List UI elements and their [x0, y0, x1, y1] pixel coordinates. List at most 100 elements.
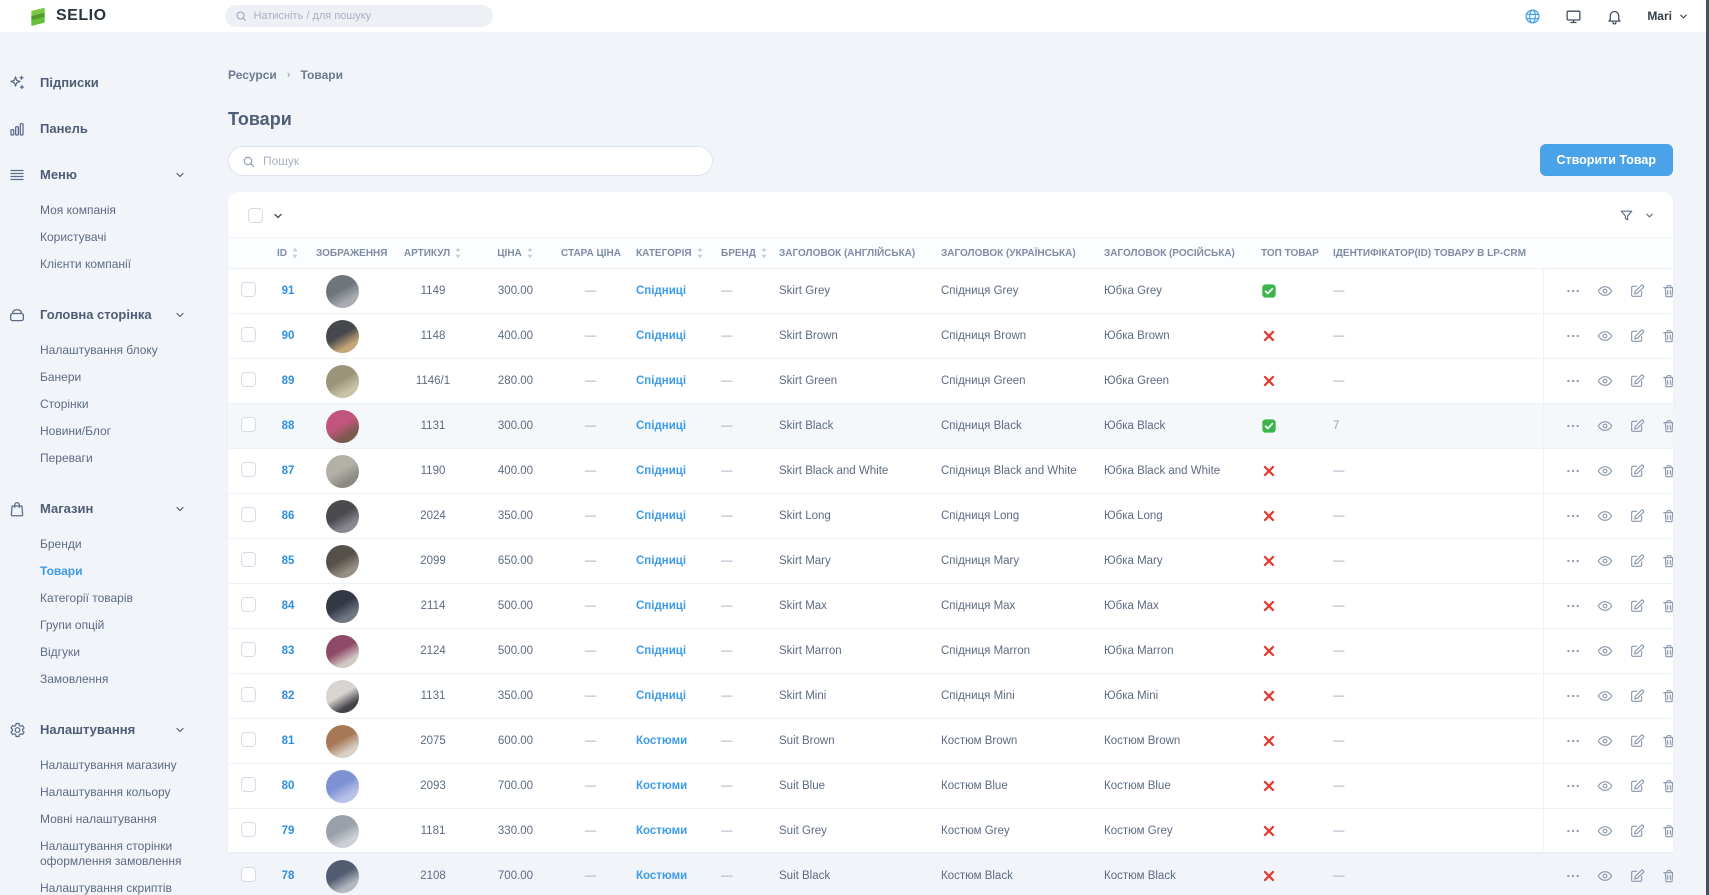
- sidebar-item-child[interactable]: Налаштування блоку: [40, 343, 158, 357]
- product-id-link[interactable]: 83: [281, 645, 295, 657]
- sidebar-section-head[interactable]: Головна сторінка: [8, 306, 200, 324]
- more-actions-icon[interactable]: [1565, 328, 1581, 344]
- product-id-link[interactable]: 88: [281, 420, 295, 432]
- sidebar-item-child[interactable]: Налаштування кольору: [40, 785, 171, 799]
- edit-pencil-icon[interactable]: [1629, 823, 1645, 839]
- product-image[interactable]: [326, 634, 359, 668]
- product-id-link[interactable]: 81: [281, 735, 295, 747]
- sidebar-item-child[interactable]: Налаштування сторінки оформлення замовле…: [40, 839, 182, 868]
- column-header[interactable]: АРТИКУЛ: [388, 237, 478, 269]
- product-image[interactable]: [326, 454, 359, 488]
- column-header[interactable]: БРЕНД: [713, 237, 771, 269]
- delete-trash-icon[interactable]: [1661, 373, 1673, 389]
- monitor-icon[interactable]: [1565, 8, 1582, 25]
- sidebar-item-child[interactable]: Бренди: [40, 537, 82, 551]
- create-product-button[interactable]: Створити Товар: [1539, 144, 1673, 176]
- more-actions-icon[interactable]: [1565, 643, 1581, 659]
- product-id-link[interactable]: 87: [281, 465, 295, 477]
- sidebar-item-child[interactable]: Відгуки: [40, 645, 81, 659]
- sidebar-item-child[interactable]: Мовні налаштування: [40, 812, 157, 826]
- product-image[interactable]: [326, 859, 359, 893]
- row-checkbox[interactable]: [240, 642, 256, 657]
- delete-trash-icon[interactable]: [1661, 598, 1673, 614]
- edit-pencil-icon[interactable]: [1629, 508, 1645, 524]
- sidebar-item-child[interactable]: Банери: [40, 370, 82, 384]
- row-checkbox[interactable]: [240, 777, 256, 792]
- product-id-link[interactable]: 80: [281, 780, 295, 792]
- sidebar-section-head[interactable]: Магазин: [8, 500, 200, 518]
- sidebar-item-child[interactable]: Групи опцій: [40, 618, 105, 632]
- sidebar-item-child[interactable]: Категорії товарів: [40, 591, 133, 605]
- row-checkbox[interactable]: [240, 417, 256, 432]
- product-image[interactable]: [326, 769, 359, 803]
- more-actions-icon[interactable]: [1565, 823, 1581, 839]
- chevron-down-icon[interactable]: [1644, 210, 1655, 221]
- sidebar-item-child[interactable]: Переваги: [40, 451, 93, 465]
- chevron-down-icon[interactable]: [272, 210, 284, 222]
- view-eye-icon[interactable]: [1597, 508, 1613, 524]
- app-logo[interactable]: SELIO: [28, 6, 107, 26]
- category-link[interactable]: Спідниці: [636, 420, 687, 432]
- more-actions-icon[interactable]: [1565, 733, 1581, 749]
- product-id-link[interactable]: 89: [281, 375, 295, 387]
- delete-trash-icon[interactable]: [1661, 328, 1673, 344]
- sidebar-item-child[interactable]: Користувачі: [40, 230, 107, 244]
- edit-pencil-icon[interactable]: [1629, 598, 1645, 614]
- view-eye-icon[interactable]: [1597, 328, 1613, 344]
- user-menu[interactable]: Mari: [1647, 9, 1689, 23]
- sidebar-item-child[interactable]: Налаштування скриптів: [40, 881, 172, 895]
- row-checkbox[interactable]: [240, 597, 256, 612]
- more-actions-icon[interactable]: [1565, 553, 1581, 569]
- language-globe-icon[interactable]: [1524, 8, 1541, 25]
- products-search[interactable]: [228, 146, 713, 176]
- row-checkbox[interactable]: [240, 822, 256, 837]
- product-id-link[interactable]: 84: [281, 600, 295, 612]
- more-actions-icon[interactable]: [1565, 508, 1581, 524]
- edit-pencil-icon[interactable]: [1629, 868, 1645, 884]
- category-link[interactable]: Костюми: [636, 825, 688, 837]
- row-checkbox[interactable]: [240, 867, 256, 882]
- edit-pencil-icon[interactable]: [1629, 553, 1645, 569]
- delete-trash-icon[interactable]: [1661, 283, 1673, 299]
- product-id-link[interactable]: 86: [281, 510, 295, 522]
- product-image[interactable]: [326, 319, 359, 353]
- sidebar-section-head[interactable]: Підписки: [8, 74, 200, 92]
- global-search-input[interactable]: [253, 10, 483, 22]
- row-checkbox[interactable]: [240, 732, 256, 747]
- sidebar-section-head[interactable]: Панель: [8, 120, 200, 138]
- edit-pencil-icon[interactable]: [1629, 778, 1645, 794]
- view-eye-icon[interactable]: [1597, 373, 1613, 389]
- view-eye-icon[interactable]: [1597, 733, 1613, 749]
- view-eye-icon[interactable]: [1597, 283, 1613, 299]
- delete-trash-icon[interactable]: [1661, 508, 1673, 524]
- category-link[interactable]: Спідниці: [636, 645, 687, 657]
- category-link[interactable]: Спідниці: [636, 690, 687, 702]
- delete-trash-icon[interactable]: [1661, 823, 1673, 839]
- delete-trash-icon[interactable]: [1661, 778, 1673, 794]
- row-checkbox[interactable]: [240, 327, 256, 342]
- column-header[interactable]: КАТЕГОРІЯ: [628, 237, 713, 269]
- product-id-link[interactable]: 78: [281, 870, 295, 882]
- sidebar-item-child[interactable]: Замовлення: [40, 672, 109, 686]
- view-eye-icon[interactable]: [1597, 418, 1613, 434]
- product-image[interactable]: [326, 589, 359, 623]
- product-id-link[interactable]: 79: [281, 825, 295, 837]
- delete-trash-icon[interactable]: [1661, 463, 1673, 479]
- edit-pencil-icon[interactable]: [1629, 373, 1645, 389]
- delete-trash-icon[interactable]: [1661, 868, 1673, 884]
- row-checkbox[interactable]: [240, 552, 256, 567]
- sidebar-item-child[interactable]: Моя компанія: [40, 203, 116, 217]
- product-image[interactable]: [326, 544, 359, 578]
- more-actions-icon[interactable]: [1565, 418, 1581, 434]
- products-search-input[interactable]: [263, 154, 699, 168]
- sidebar-section-head[interactable]: Меню: [8, 166, 200, 184]
- category-link[interactable]: Костюми: [636, 870, 688, 882]
- delete-trash-icon[interactable]: [1661, 553, 1673, 569]
- more-actions-icon[interactable]: [1565, 373, 1581, 389]
- more-actions-icon[interactable]: [1565, 868, 1581, 884]
- category-link[interactable]: Спідниці: [636, 375, 687, 387]
- product-id-link[interactable]: 91: [281, 285, 295, 297]
- sidebar-section-head[interactable]: Налаштування: [8, 721, 200, 739]
- category-link[interactable]: Костюми: [636, 735, 688, 747]
- category-link[interactable]: Спідниці: [636, 285, 687, 297]
